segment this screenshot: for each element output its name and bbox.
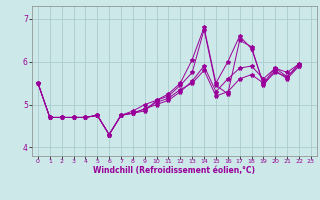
X-axis label: Windchill (Refroidissement éolien,°C): Windchill (Refroidissement éolien,°C) — [93, 166, 255, 175]
